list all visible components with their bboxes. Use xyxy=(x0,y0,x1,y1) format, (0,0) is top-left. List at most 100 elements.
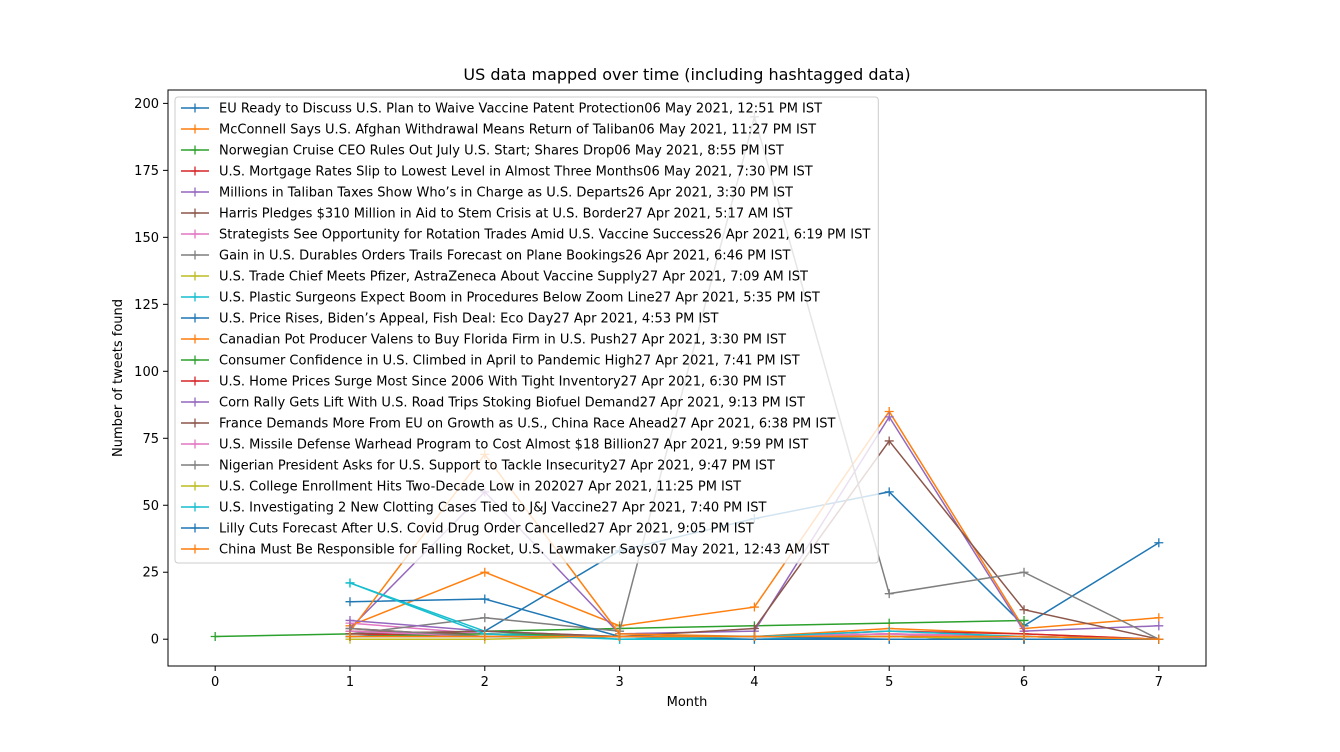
data-point xyxy=(210,632,220,642)
legend-entry: McConnell Says U.S. Afghan Withdrawal Me… xyxy=(181,123,816,138)
y-axis-label: Number of tweets found xyxy=(111,299,126,457)
legend-label: U.S. Price Rises, Biden’s Appeal, Fish D… xyxy=(219,312,719,327)
data-point xyxy=(884,436,894,446)
data-point xyxy=(615,632,625,642)
legend-label: Canadian Pot Producer Valens to Buy Flor… xyxy=(219,333,786,348)
legend-label: Lilly Cuts Forecast After U.S. Covid Dru… xyxy=(219,522,754,537)
series-22 xyxy=(345,632,1164,644)
legend-box xyxy=(174,96,879,564)
legend-label: Consumer Confidence in U.S. Climbed in A… xyxy=(219,354,800,369)
x-tick-label: 4 xyxy=(750,675,758,690)
x-axis-label: Month xyxy=(667,695,708,710)
legend-label: Strategists See Opportunity for Rotation… xyxy=(219,228,870,243)
legend-entry: Nigerian President Asks for U.S. Support… xyxy=(181,459,775,474)
legend-entry: U.S. Home Prices Surge Most Since 2006 W… xyxy=(181,375,786,390)
data-point xyxy=(1019,615,1029,625)
legend-entry: Harris Pledges $310 Million in Aid to St… xyxy=(181,207,793,222)
x-axis: 0 1 2 3 4 5 6 7 xyxy=(211,666,1163,690)
legend-entry: U.S. Missile Defense Warhead Program to … xyxy=(181,438,808,453)
legend-marker xyxy=(190,544,200,554)
y-tick-label: 100 xyxy=(134,365,159,380)
legend-label: U.S. Missile Defense Warhead Program to … xyxy=(219,438,808,453)
legend-entry: France Demands More From EU on Growth as… xyxy=(181,417,835,432)
legend-marker xyxy=(190,124,200,134)
legend-entry: Corn Rally Gets Lift With U.S. Road Trip… xyxy=(181,396,805,411)
legend-entry: U.S. Investigating 2 New Clotting Cases … xyxy=(181,501,767,516)
legend-marker xyxy=(190,376,200,386)
data-point xyxy=(345,632,355,642)
legend-label: France Demands More From EU on Growth as… xyxy=(219,417,835,432)
legend-marker xyxy=(190,460,200,470)
data-point xyxy=(480,613,490,623)
legend-entry: Lilly Cuts Forecast After U.S. Covid Dru… xyxy=(181,522,754,537)
y-tick-label: 25 xyxy=(142,566,159,581)
data-point xyxy=(749,602,759,612)
x-tick-label: 0 xyxy=(211,675,219,690)
legend-entry: Gain in U.S. Durables Orders Trails Fore… xyxy=(181,249,791,264)
legend-entry: EU Ready to Discuss U.S. Plan to Waive V… xyxy=(181,102,822,117)
legend-label: China Must Be Responsible for Falling Ro… xyxy=(219,543,829,558)
plot-frame xyxy=(167,89,1207,667)
chart-title: US data mapped over time (including hash… xyxy=(463,65,910,84)
legend-label: Nigerian President Asks for U.S. Support… xyxy=(219,459,775,474)
legend-label: U.S. Trade Chief Meets Pfizer, AstraZene… xyxy=(219,270,808,285)
data-point xyxy=(1019,567,1029,577)
legend-marker xyxy=(190,292,200,302)
legend-label: Norwegian Cruise CEO Rules Out July U.S.… xyxy=(219,144,784,159)
data-point xyxy=(345,615,355,625)
legend-label: U.S. Home Prices Surge Most Since 2006 W… xyxy=(219,375,786,390)
legend-marker xyxy=(190,166,200,176)
data-point xyxy=(1154,613,1164,623)
x-tick-label: 6 xyxy=(1020,675,1028,690)
legend-marker xyxy=(190,418,200,428)
legend-marker xyxy=(190,355,200,365)
legend-label: Gain in U.S. Durables Orders Trails Fore… xyxy=(219,249,791,264)
data-point xyxy=(1154,538,1164,548)
data-point xyxy=(884,589,894,599)
legend-entry: U.S. Price Rises, Biden’s Appeal, Fish D… xyxy=(181,312,719,327)
legend-marker xyxy=(190,481,200,491)
x-tick-label: 2 xyxy=(481,675,489,690)
data-point xyxy=(884,632,894,642)
data-point xyxy=(480,567,490,577)
legend-marker xyxy=(190,187,200,197)
legend-entry: U.S. College Enrollment Hits Two-Decade … xyxy=(181,480,741,495)
legend-entry: Canadian Pot Producer Valens to Buy Flor… xyxy=(181,333,786,348)
legend-marker xyxy=(190,439,200,449)
legend-marker xyxy=(190,229,200,239)
legend-label: EU Ready to Discuss U.S. Plan to Waive V… xyxy=(219,102,822,117)
legend-marker xyxy=(190,313,200,323)
data-point xyxy=(1019,605,1029,615)
legend-entry: Consumer Confidence in U.S. Climbed in A… xyxy=(181,354,800,369)
legend-label: Corn Rally Gets Lift With U.S. Road Trip… xyxy=(219,396,805,411)
data-point xyxy=(480,594,490,604)
legend-label: U.S. Plastic Surgeons Expect Boom in Pro… xyxy=(219,291,820,306)
data-point xyxy=(749,623,759,633)
y-tick-label: 150 xyxy=(134,231,159,246)
legend-label: Harris Pledges $310 Million in Aid to St… xyxy=(219,207,793,222)
y-tick-label: 0 xyxy=(151,633,159,648)
legend-entry: U.S. Mortgage Rates Slip to Lowest Level… xyxy=(181,165,813,180)
x-tick-label: 5 xyxy=(885,675,893,690)
data-point xyxy=(884,487,894,497)
y-tick-label: 50 xyxy=(142,499,159,514)
data-point xyxy=(345,578,355,588)
legend-entry: U.S. Trade Chief Meets Pfizer, AstraZene… xyxy=(181,270,808,285)
legend-entry: Norwegian Cruise CEO Rules Out July U.S.… xyxy=(181,144,784,159)
data-point xyxy=(1019,632,1029,642)
data-point xyxy=(884,412,894,422)
legend-marker xyxy=(190,145,200,155)
legend-marker xyxy=(190,397,200,407)
legend-entry: China Must Be Responsible for Falling Ro… xyxy=(181,543,829,558)
legend-marker xyxy=(190,334,200,344)
x-tick-label: 1 xyxy=(346,675,354,690)
legend-entry: Millions in Taliban Taxes Show Who’s in … xyxy=(181,186,793,201)
legend-marker xyxy=(190,250,200,260)
y-tick-label: 125 xyxy=(134,298,159,313)
legend-marker xyxy=(190,103,200,113)
y-axis: 0 25 50 75 100 125 150 175 200 xyxy=(134,97,168,648)
legend-label: U.S. Mortgage Rates Slip to Lowest Level… xyxy=(219,165,813,180)
legend-label: U.S. College Enrollment Hits Two-Decade … xyxy=(219,480,741,495)
data-point xyxy=(749,632,759,642)
legend-label: U.S. Investigating 2 New Clotting Cases … xyxy=(219,501,767,516)
